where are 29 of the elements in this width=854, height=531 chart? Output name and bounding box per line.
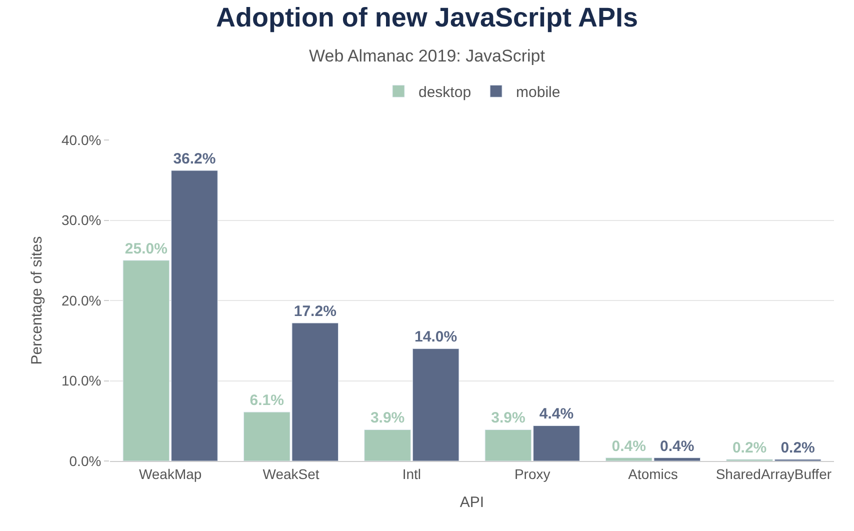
data-label: 0.4% [612,438,646,455]
y-tick-label: 40.0% [61,132,102,148]
data-label: 3.9% [370,410,405,427]
legend-label: desktop [418,84,472,101]
y-axis-title: Percentage of sites [28,236,46,365]
x-axis-title: API [460,494,484,511]
x-tick-label: WeakSet [262,466,320,482]
chart-subtitle: Web Almanac 2019: JavaScript [309,46,546,66]
data-label: 3.9% [491,410,526,427]
y-tick-label: 20.0% [61,292,102,308]
y-tick-label: 30.0% [61,212,102,228]
y-tick-label: 10.0% [61,372,102,389]
chart-title: Adoption of new JavaScript APIs [216,2,638,33]
data-label: 25.0% [124,240,168,258]
data-label: 36.2% [173,150,216,168]
x-tick-label: Atomics [628,466,678,482]
data-label: 14.0% [414,328,458,346]
data-label: 0.2% [780,439,815,456]
x-tick-label: SharedArrayBuffer [716,466,832,482]
x-tick-label: Intl [402,466,422,482]
data-label: 0.2% [732,439,767,456]
data-label: 4.4% [539,406,574,423]
data-label: 0.4% [660,438,694,455]
x-tick-label: WeakMap [138,466,202,482]
legend-label: mobile [516,84,560,101]
y-tick-label: 0.0% [69,452,102,469]
data-label: 17.2% [294,302,336,320]
x-tick-label: Proxy [514,466,550,482]
data-label: 6.1% [250,392,284,410]
